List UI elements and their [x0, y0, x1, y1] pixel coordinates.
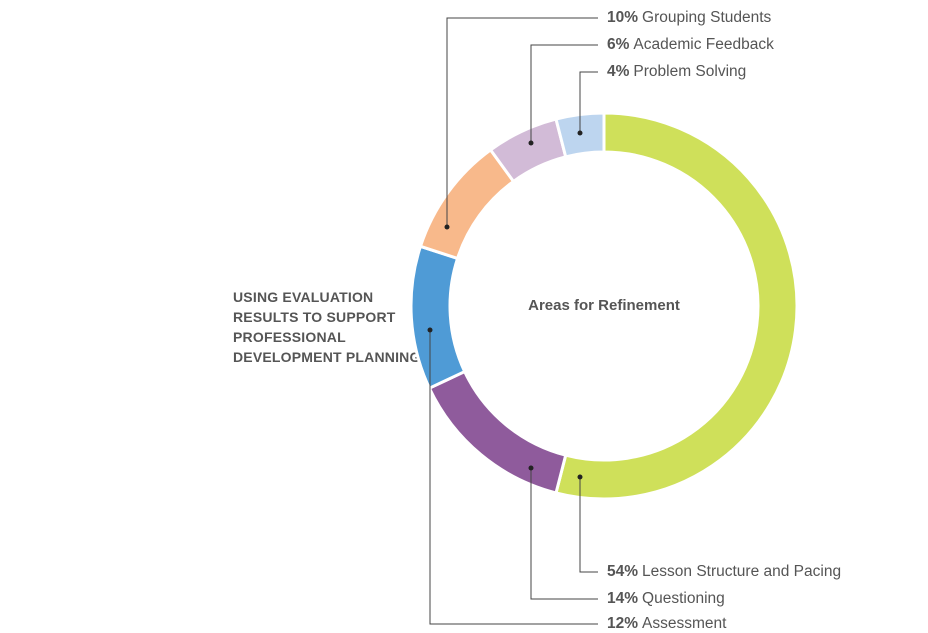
- segment-name: Assessment: [642, 615, 727, 632]
- segment-label: 6% Academic Feedback: [607, 36, 774, 53]
- segment-label: 54% Lesson Structure and Pacing: [607, 563, 841, 580]
- leader-line: [579, 477, 598, 573]
- segment-label: 10% Grouping Students: [607, 9, 772, 26]
- leader-line: [579, 71, 598, 133]
- segment-label: 12% Assessment: [607, 615, 727, 632]
- segment-name: Grouping Students: [642, 9, 772, 26]
- leader-dot: [528, 465, 534, 471]
- segment-value: 54%: [607, 563, 638, 580]
- donut-segment: [409, 244, 467, 391]
- segment-name: Problem Solving: [633, 63, 746, 80]
- leader-line: [530, 468, 598, 600]
- segment-value: 12%: [607, 615, 638, 632]
- leader-dot: [427, 327, 433, 333]
- donut-segment: [427, 369, 568, 495]
- leader-dot: [577, 474, 583, 480]
- segment-value: 10%: [607, 9, 638, 26]
- donut-segment: [418, 147, 516, 261]
- segment-name: Lesson Structure and Pacing: [642, 563, 841, 580]
- segment-value: 14%: [607, 590, 638, 607]
- center-label: Areas for Refinement: [528, 297, 680, 314]
- leader-dot: [444, 224, 450, 230]
- leader-dot: [528, 140, 534, 146]
- segment-label: 4% Problem Solving: [607, 63, 746, 80]
- chart-title: USING EVALUATION RESULTS TO SUPPORT PROF…: [233, 289, 421, 365]
- segment-value: 4%: [607, 63, 630, 80]
- segment-label: 14% Questioning: [607, 590, 725, 607]
- leader-line: [446, 17, 598, 227]
- leader-line: [429, 330, 598, 625]
- leader-dot: [577, 130, 583, 136]
- segment-value: 6%: [607, 36, 630, 53]
- segment-name: Academic Feedback: [633, 36, 774, 53]
- donut-segment: [554, 111, 799, 501]
- leader-line: [530, 44, 598, 143]
- segment-name: Questioning: [642, 590, 725, 607]
